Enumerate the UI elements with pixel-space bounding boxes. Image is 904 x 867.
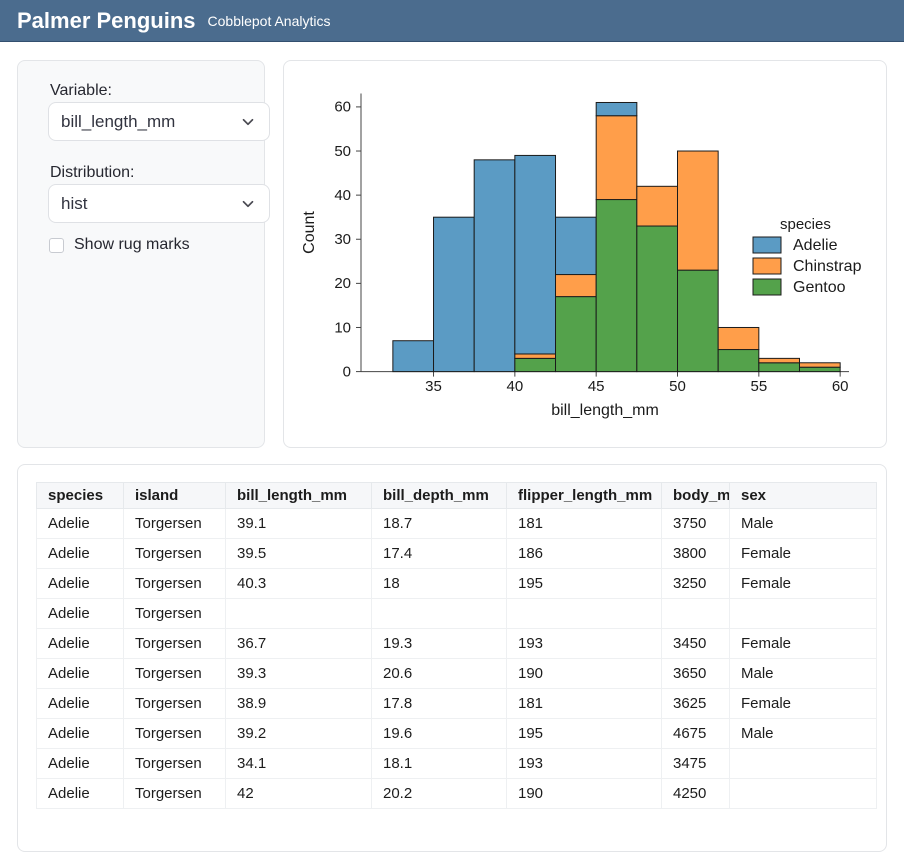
svg-text:20: 20 xyxy=(334,275,351,292)
svg-text:10: 10 xyxy=(334,319,351,336)
svg-text:40: 40 xyxy=(507,378,524,395)
svg-text:Chinstrap: Chinstrap xyxy=(793,258,862,275)
svg-text:0: 0 xyxy=(343,363,351,380)
svg-text:35: 35 xyxy=(425,378,442,395)
svg-text:Count: Count xyxy=(301,211,318,254)
svg-text:bill_length_mm: bill_length_mm xyxy=(551,402,659,419)
svg-text:60: 60 xyxy=(334,99,351,116)
svg-text:50: 50 xyxy=(669,378,686,395)
svg-text:55: 55 xyxy=(750,378,767,395)
svg-text:50: 50 xyxy=(334,143,351,160)
svg-text:species: species xyxy=(780,216,831,233)
svg-text:60: 60 xyxy=(832,378,849,395)
svg-text:30: 30 xyxy=(334,231,351,248)
svg-text:45: 45 xyxy=(588,378,605,395)
svg-text:40: 40 xyxy=(334,187,351,204)
svg-text:Gentoo: Gentoo xyxy=(793,279,846,296)
svg-text:Adelie: Adelie xyxy=(793,237,838,254)
